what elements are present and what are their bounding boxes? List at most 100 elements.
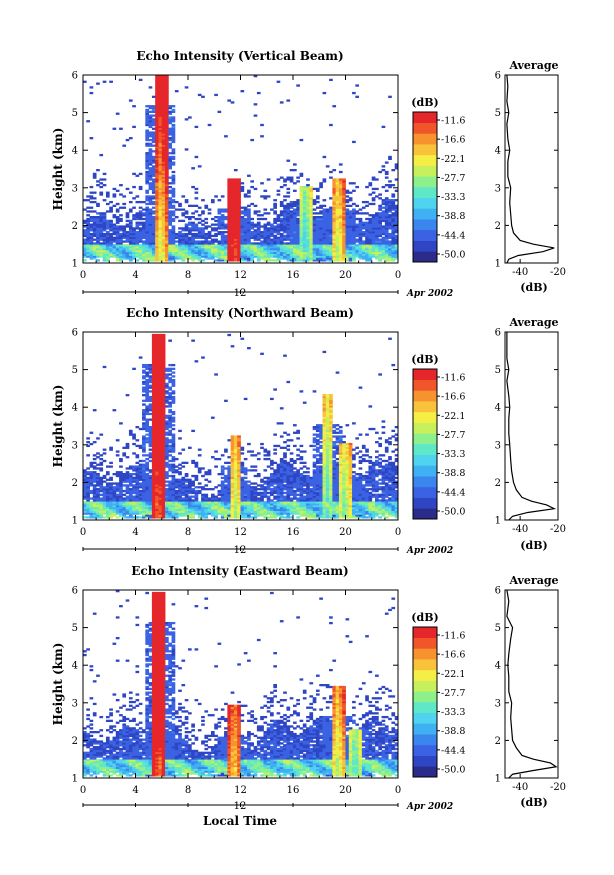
heat-cell (105, 238, 110, 241)
heat-cell (99, 433, 104, 436)
heat-cell (289, 212, 294, 215)
heat-cell (89, 463, 94, 466)
heat-cell (293, 189, 297, 192)
heat-cell (158, 76, 163, 80)
heat-cell (142, 234, 146, 238)
heat-cell (375, 242, 379, 245)
heat-cell (151, 422, 156, 425)
heat-cell (115, 497, 120, 500)
heat-cell (171, 448, 176, 451)
heat-cell (142, 244, 146, 247)
heat-cell (148, 159, 153, 162)
heat-cell (102, 459, 107, 463)
heat-cell (112, 216, 117, 219)
heat-cell (168, 131, 172, 134)
heat-cell (237, 185, 241, 189)
heat-cell (115, 249, 120, 253)
heat-cell (109, 486, 113, 489)
heat-cell (102, 223, 107, 226)
heat-cell (86, 495, 90, 498)
heat-cell (338, 244, 343, 247)
heat-cell (112, 497, 117, 500)
heat-cell (145, 506, 150, 510)
heat-cell (102, 259, 107, 262)
heat-cell (348, 238, 353, 241)
heat-cell (112, 514, 117, 517)
heat-cell (299, 225, 304, 228)
heat-cell (184, 486, 189, 489)
heat-cell (263, 223, 268, 226)
heat-cell (335, 206, 340, 209)
heat-cell (322, 199, 327, 202)
heat-cell (286, 229, 291, 232)
heat-cell (384, 172, 389, 176)
heat-cell (161, 365, 166, 369)
heat-cell (99, 249, 104, 253)
heat-cell (158, 110, 163, 113)
heat-cell (171, 363, 176, 367)
heat-cell (335, 189, 340, 192)
heat-cell (122, 225, 127, 228)
heat-cell (171, 510, 176, 513)
heat-cell (105, 471, 110, 474)
heat-cell (365, 223, 369, 226)
heat-cell (266, 240, 271, 243)
heat-cell (145, 253, 150, 256)
colorbar-tick-label: -50.0 (441, 250, 465, 261)
heat-cell (155, 365, 159, 369)
heat-cell (105, 202, 110, 206)
heat-cell (276, 255, 281, 258)
heat-cell (142, 231, 146, 234)
profile-x-tick-label: -40 (512, 267, 528, 278)
heat-cell (171, 240, 176, 243)
heat-cell (250, 244, 255, 247)
heat-cell (270, 247, 274, 251)
heat-cell (332, 231, 337, 234)
heat-cell (122, 253, 127, 256)
heat-cell (233, 200, 238, 204)
heat-cell (171, 476, 176, 480)
heat-cell (105, 512, 110, 515)
heat-cell (378, 214, 382, 217)
heat-cell (119, 255, 123, 258)
heat-cell (92, 234, 97, 238)
heat-cell (342, 225, 346, 228)
heat-cell (151, 388, 156, 391)
heat-cell (92, 231, 97, 234)
heat-cell (86, 441, 90, 444)
heat-cell (365, 242, 369, 245)
heat-cell (240, 236, 245, 239)
heat-cell (322, 240, 327, 243)
heat-cell (345, 204, 350, 207)
heat-cell (345, 238, 350, 241)
heat-cell (210, 488, 215, 491)
heat-cell (345, 214, 350, 217)
heat-cell (148, 238, 153, 241)
heat-cell (151, 379, 156, 382)
heat-cell (145, 488, 150, 491)
heat-cell (171, 395, 176, 399)
heat-cell (296, 259, 300, 262)
heat-cell (138, 247, 143, 251)
heat-cell (158, 202, 163, 206)
heat-cell (161, 501, 166, 504)
heat-cell (165, 229, 169, 232)
heat-cell (240, 259, 245, 262)
heat-cell (378, 242, 382, 245)
heat-cell (378, 225, 382, 228)
heat-cell (145, 429, 150, 433)
heat-cell (286, 232, 291, 236)
heat-cell (168, 422, 172, 425)
heat-cell (191, 495, 195, 498)
heat-cell (220, 493, 225, 496)
heat-cell (165, 112, 169, 115)
heat-cell (96, 219, 100, 223)
heat-cell (155, 495, 159, 498)
heat-cell (174, 234, 179, 238)
heat-cell (155, 120, 159, 123)
heat-cell (365, 251, 369, 254)
heat-cell (132, 484, 136, 487)
heat-cell (375, 223, 379, 226)
heat-cell (224, 247, 228, 251)
heat-cell (270, 234, 274, 238)
